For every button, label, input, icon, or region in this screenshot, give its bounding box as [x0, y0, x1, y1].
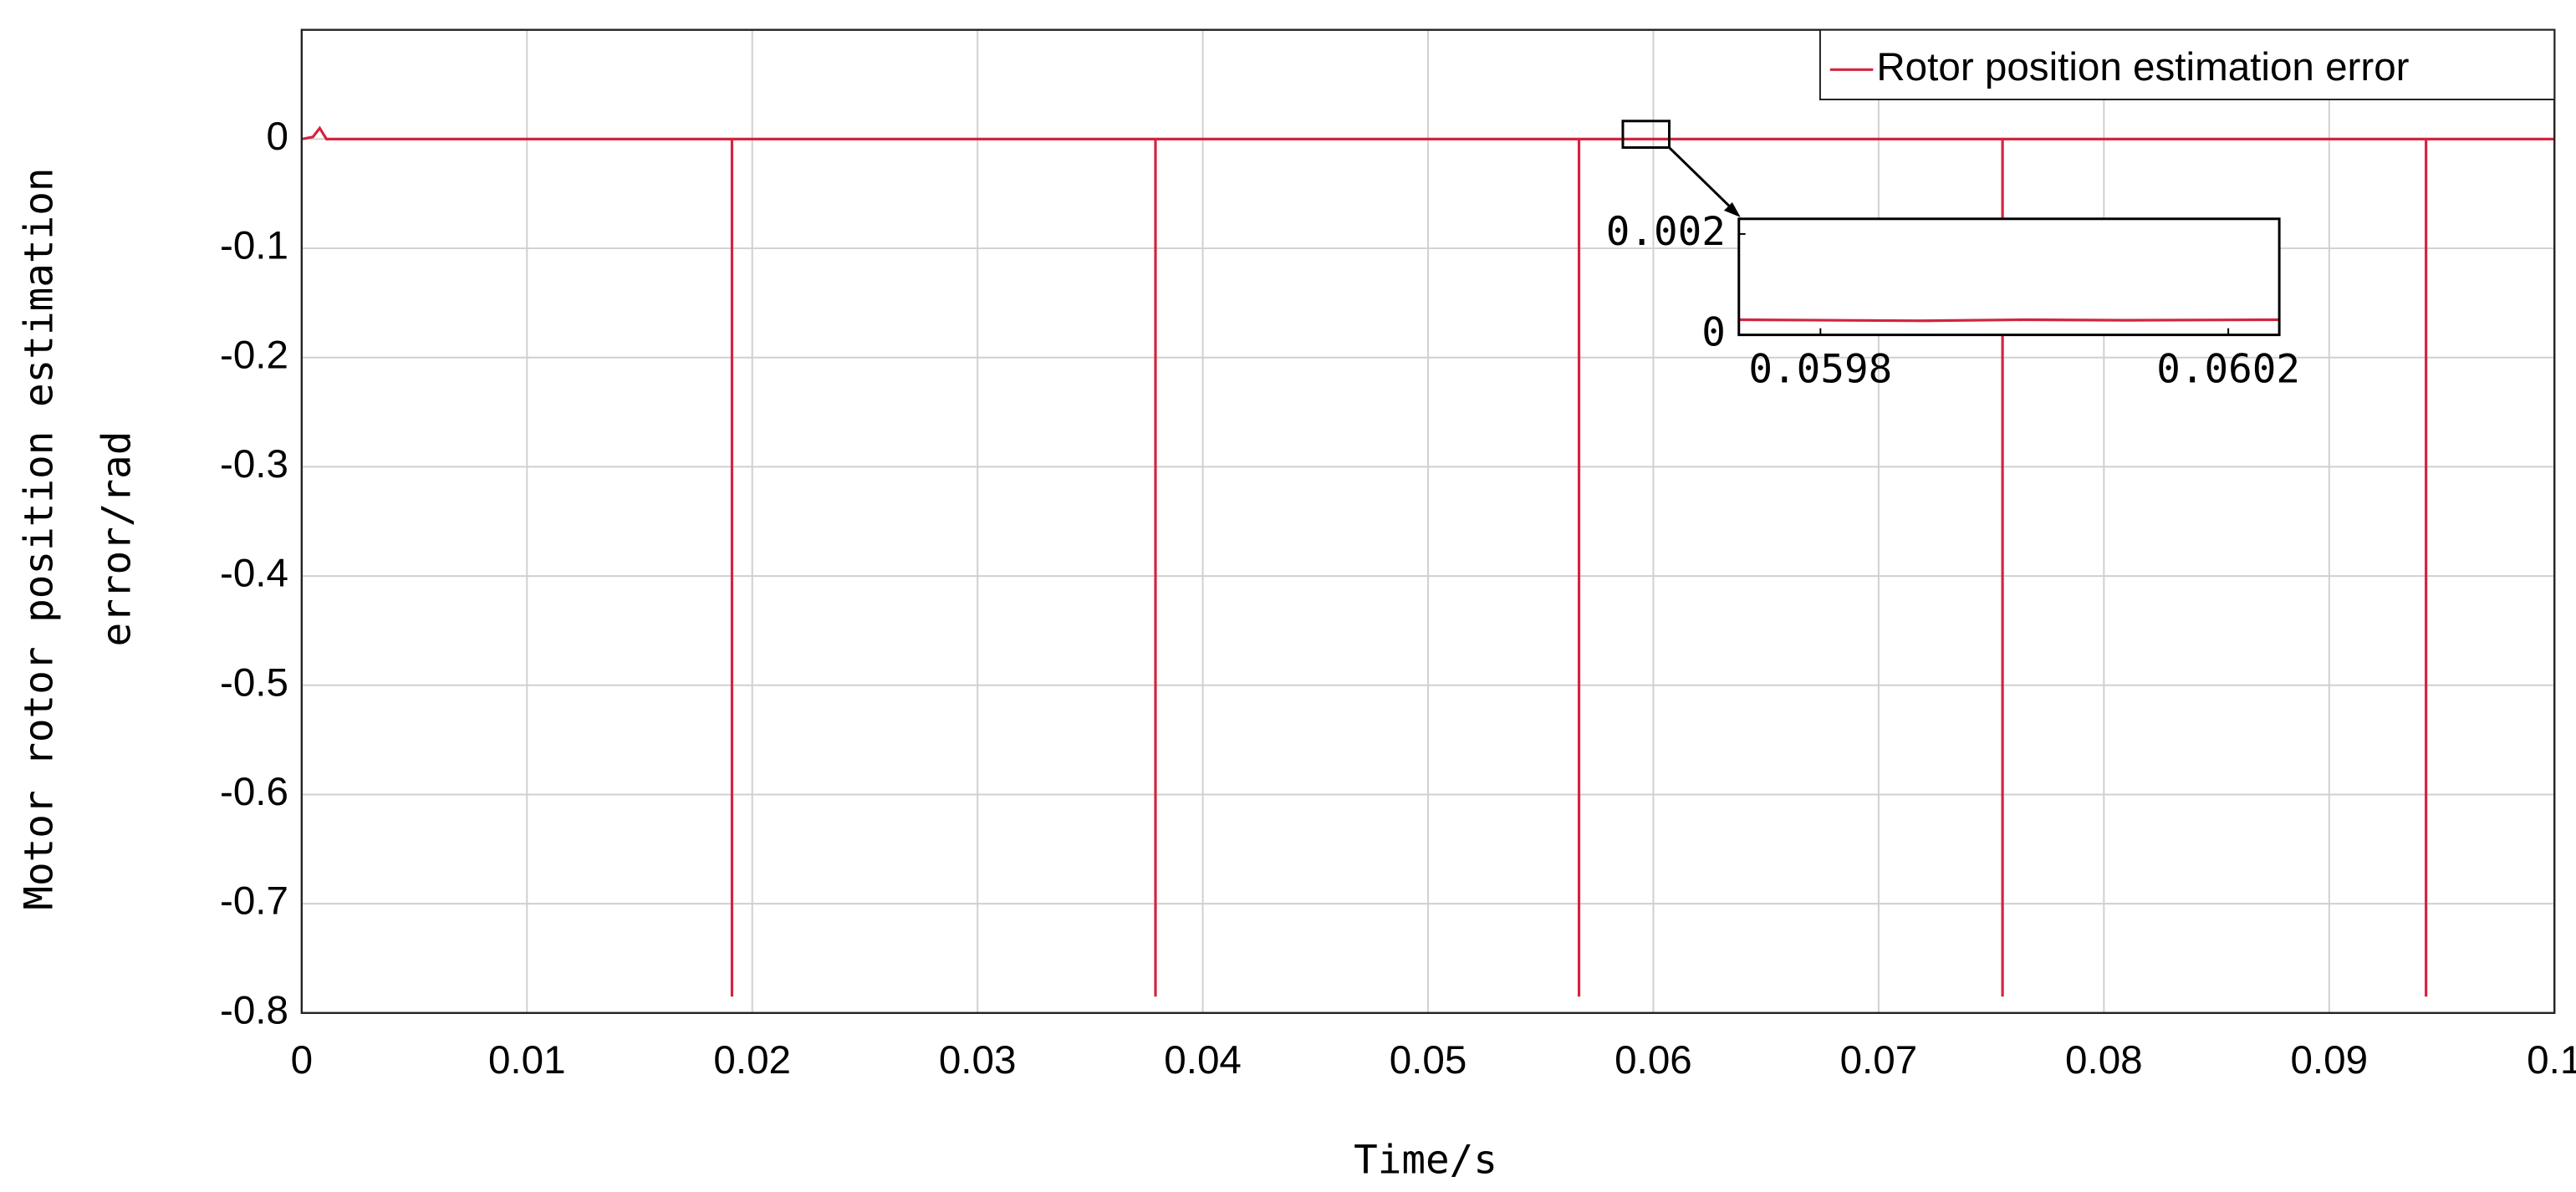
inset-frame — [1737, 217, 2281, 337]
y-axis-label: Motor rotor position estimation — [17, 168, 63, 910]
y-tick-label: -0.2 — [220, 333, 288, 377]
x-tick-label: 0.07 — [1840, 1038, 1918, 1082]
inset-x-tick-label: 0.0602 — [2156, 346, 2300, 392]
x-tick-label: 0.05 — [1390, 1038, 1467, 1082]
inset-x-tick-label: 0.0598 — [1748, 346, 1892, 392]
plot: -0.8 -0.7 -0.6 -0.5 -0.4 -0.3 -0.2 -0.1 0 0 0.01 0.… — [220, 115, 2576, 1082]
x-tick-label: 0.09 — [2290, 1038, 2368, 1082]
inset-background — [1738, 218, 2280, 335]
x-tick-label: 0.01 — [488, 1038, 566, 1082]
x-tick-label: 0.03 — [939, 1038, 1017, 1082]
x-tick-label: 0 — [291, 1038, 313, 1082]
line — [301, 125, 2555, 997]
y-axis-label: error/rad — [94, 431, 140, 647]
y-tick-label: -0.5 — [220, 660, 288, 705]
x-tick-label: 0.08 — [2065, 1038, 2143, 1082]
inset-y-tick-label: 0.002 — [1606, 209, 1726, 255]
zoom-arrow — [1668, 146, 1737, 213]
y-tick-label: -0.1 — [220, 224, 288, 268]
y-tick-label: -0.6 — [220, 770, 288, 814]
plot-frame — [300, 28, 2556, 1014]
inset-y-tick-label: 0 — [1701, 310, 1726, 356]
zoom-region — [1621, 120, 1671, 150]
y-tick-label: -0.3 — [220, 442, 288, 486]
x-tick-label: 0.02 — [713, 1038, 791, 1082]
x-tick-label: 0.04 — [1164, 1038, 1242, 1082]
x-tick-label: 0.06 — [1614, 1038, 1692, 1082]
zoom-arrowhead — [1723, 201, 1741, 217]
x-axis-label: Time/s — [1354, 1137, 1497, 1183]
y-tick-label: -0.4 — [220, 552, 288, 596]
y-tick-label: -0.7 — [220, 879, 288, 924]
y-tick-label: -0.8 — [220, 988, 288, 1032]
inset: 0.0598 0.0602 0 0.002 — [1606, 209, 2300, 392]
y-tick-label: 0 — [267, 115, 288, 159]
legend-label: Rotor position estimation error — [1876, 45, 2409, 89]
legend: Rotor position estimation error — [1819, 28, 2556, 100]
legend-box — [1819, 28, 2556, 100]
x-tick-label: 0.1 — [2527, 1038, 2576, 1082]
inset-line — [1738, 318, 2280, 323]
